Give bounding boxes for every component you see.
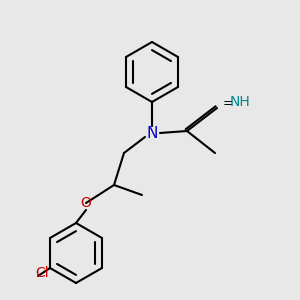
- Text: N: N: [146, 125, 158, 140]
- Text: =: =: [223, 98, 234, 110]
- Text: NH: NH: [230, 95, 251, 109]
- Text: O: O: [81, 196, 92, 210]
- Text: Cl: Cl: [35, 266, 49, 280]
